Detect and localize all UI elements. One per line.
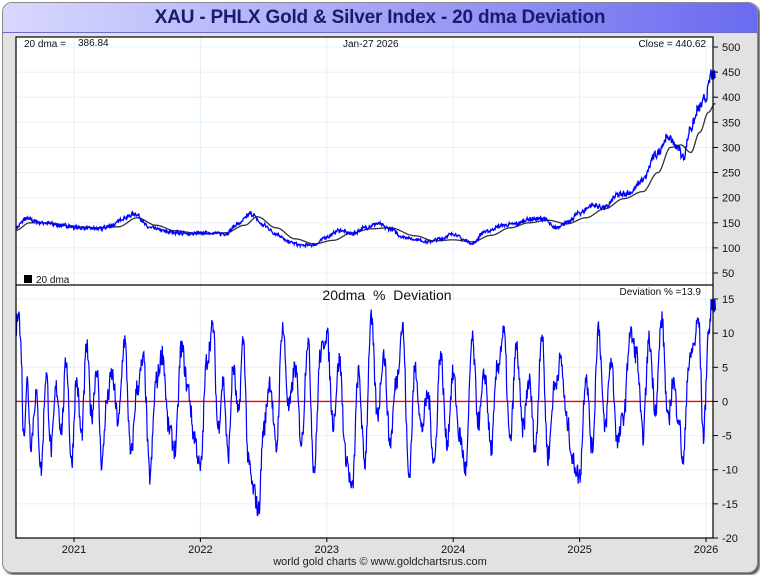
dma-value: 386.84 — [78, 38, 109, 49]
deviation-y-tick-label: -5 — [722, 431, 732, 443]
deviation-title: 20dma % Deviation — [322, 287, 451, 303]
deviation-y-tick-label: 5 — [722, 362, 728, 374]
x-tick-label: 2022 — [188, 544, 212, 556]
deviation-panel-bg — [16, 285, 713, 538]
deviation-y-tick-label: 0 — [722, 396, 728, 408]
price-y-tick-label: 250 — [722, 168, 740, 180]
price-y-tick-label: 200 — [722, 193, 740, 205]
deviation-y-tick-label: -10 — [722, 465, 738, 477]
dma-label: 20 dma = — [24, 39, 66, 50]
deviation-y-tick-label: 10 — [722, 328, 734, 340]
chart-title: XAU - PHLX Gold & Silver Index - 20 dma … — [154, 7, 606, 28]
price-y-tick-label: 150 — [722, 218, 740, 230]
price-y-tick-label: 100 — [722, 243, 740, 255]
deviation-value-label: Deviation % =13.9 — [620, 287, 702, 298]
price-y-tick-label: 400 — [722, 92, 740, 104]
series-line-close — [15, 69, 717, 249]
series-line-deviation — [15, 299, 717, 517]
x-tick-label: 2021 — [62, 544, 86, 556]
price-y-tick-label: 450 — [722, 67, 740, 79]
x-axis: 2021 2022 2023 2024 2025 2026 — [62, 538, 718, 556]
deviation-y-tick-label: 15 — [722, 294, 734, 306]
title-bar: XAU - PHLX Gold & Silver Index - 20 dma … — [3, 3, 757, 33]
price-y-tick-label: 50 — [722, 268, 734, 280]
deviation-y-tick-label: -15 — [722, 499, 738, 511]
plot-border — [15, 36, 714, 539]
deviation-lines — [15, 299, 717, 517]
price-lines — [15, 69, 717, 249]
legend-label-20dma: 20 dma — [36, 275, 70, 286]
price-y-axis: 50 100 150 200 250 300 350 400 450 500 — [713, 42, 740, 280]
close-label: Close = 440.62 — [638, 39, 706, 50]
x-tick-label: 2024 — [441, 544, 465, 556]
x-tick-label: 2023 — [315, 544, 339, 556]
x-tick-label: 2025 — [567, 544, 591, 556]
price-y-tick-label: 350 — [722, 117, 740, 129]
footer-credit: world gold charts © www.goldchartsrus.co… — [273, 556, 487, 568]
legend-swatch-20dma — [24, 275, 32, 283]
price-panel-bg — [16, 37, 713, 285]
date-label: Jan-27 2026 — [343, 39, 399, 50]
price-y-tick-label: 300 — [722, 142, 740, 154]
x-tick-label: 2026 — [694, 544, 718, 556]
deviation-y-tick-label: -20 — [722, 533, 738, 545]
price-y-tick-label: 500 — [722, 42, 740, 54]
deviation-y-axis: -20 -15 -10 -5 0 5 10 15 — [713, 294, 738, 545]
